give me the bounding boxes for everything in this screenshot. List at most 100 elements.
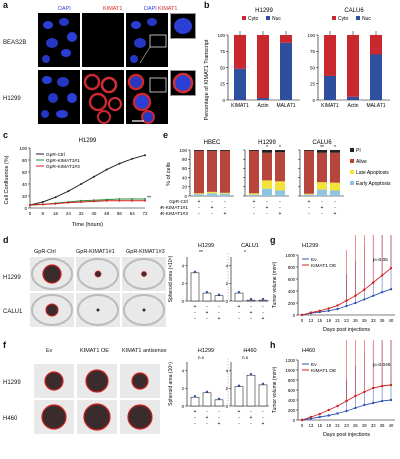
c-xtick-label: 48 bbox=[104, 211, 110, 216]
sph-bar bbox=[190, 272, 200, 302]
tv-pval: p=0.05 bbox=[373, 257, 388, 263]
tv-xtick-label: 29 bbox=[362, 318, 367, 323]
e-sign: - bbox=[253, 205, 255, 211]
e-sign: - bbox=[198, 205, 200, 211]
tv-point bbox=[345, 299, 348, 302]
c-xtick-label: 24 bbox=[66, 211, 72, 216]
sph-ytick-label: 4 bbox=[226, 264, 229, 269]
chart-f: Spheroid area (10⁵)H1299024+---+---+H460… bbox=[168, 348, 269, 427]
b-category-label: Actin bbox=[257, 103, 268, 109]
c-point bbox=[92, 200, 95, 203]
sph-sign: + bbox=[194, 409, 197, 415]
sph-group-title: CALU1 bbox=[241, 243, 259, 249]
f-col-label-antisense: KIMAT1 antisense bbox=[122, 348, 167, 354]
sph-sign: + bbox=[206, 310, 209, 316]
b-ytick-label: 0 bbox=[312, 98, 315, 103]
col-label-dapi: DAPI bbox=[58, 6, 71, 12]
sph-sign: - bbox=[262, 409, 264, 415]
c-point bbox=[54, 196, 57, 199]
panel-a-letter: a bbox=[3, 0, 9, 10]
sph-ylabel: Spheroid area (×10⁵) bbox=[168, 255, 174, 302]
e-sign: - bbox=[279, 205, 281, 211]
tv-point bbox=[327, 414, 330, 417]
sph-sign: - bbox=[206, 304, 208, 310]
micrograph-beas2b-merge bbox=[126, 13, 168, 67]
e-bar-segment bbox=[194, 150, 204, 151]
e-ytick-label: 20 bbox=[182, 185, 188, 190]
sph-bar bbox=[258, 384, 268, 407]
e-sign: - bbox=[279, 199, 281, 205]
chart-b: Percentage of KIMAT1 Transcript H1299 Cyto… bbox=[204, 8, 390, 120]
e-bar-segment bbox=[220, 193, 230, 196]
b-bar-cyto bbox=[280, 35, 292, 43]
tv-pval: p=0.046 bbox=[373, 362, 391, 368]
tv-xtick-label: 40 bbox=[389, 318, 394, 323]
spheroid-calu1-kimat1-1 bbox=[76, 293, 120, 327]
c-point bbox=[144, 198, 146, 200]
sph-point bbox=[249, 297, 253, 301]
tv-point bbox=[336, 404, 339, 408]
e-sign: - bbox=[266, 211, 268, 217]
e-bar-segment bbox=[317, 150, 327, 153]
tv-xtick-label: 40 bbox=[389, 423, 394, 428]
c-point bbox=[131, 198, 134, 200]
sph-group-title: H1299 bbox=[198, 348, 214, 354]
c-ytick-label: 100 bbox=[19, 146, 27, 151]
e-legend-label: Early Apoptosis bbox=[356, 181, 391, 187]
f-row-label-h1299: H1299 bbox=[3, 380, 21, 386]
micrograph-h1299-zoom bbox=[170, 70, 196, 96]
sph-sign: + bbox=[238, 409, 241, 415]
sph-point bbox=[217, 397, 221, 401]
c-legend-label: GpR-Ctrl bbox=[46, 152, 65, 158]
tv-point bbox=[300, 313, 304, 317]
c-ytick-label: 60 bbox=[22, 170, 28, 175]
e-bar-segment bbox=[249, 193, 259, 195]
e-sig: * bbox=[279, 145, 281, 151]
e-ytick-label: 40 bbox=[182, 175, 188, 180]
tv-xtick-label: 13 bbox=[309, 423, 314, 428]
b-ytick-label: 50 bbox=[310, 65, 316, 70]
e-bar-segment bbox=[262, 188, 272, 196]
spheroid-calu1-kimat1-3 bbox=[122, 293, 166, 327]
c-point bbox=[118, 162, 121, 165]
e-sign: - bbox=[211, 199, 213, 205]
panel-d: d GpR-Ctrl GpR-KIMAT1#1 GpR-KIMAT1#3 H12… bbox=[0, 235, 270, 335]
panel-c-letter: c bbox=[3, 130, 9, 140]
e-sign: - bbox=[253, 211, 255, 217]
sph-ylabel: Spheroid area (10⁵) bbox=[168, 362, 174, 406]
tv-point bbox=[318, 412, 321, 416]
tv-xtick-label: 19 bbox=[326, 423, 331, 428]
tv-legend-label: Ev bbox=[311, 362, 317, 368]
e-sig: * bbox=[266, 145, 268, 151]
sph-sign: + bbox=[206, 415, 209, 421]
tv-ytick-label: 400 bbox=[288, 398, 296, 403]
spheroid-h1299-kimat1-3 bbox=[122, 257, 166, 291]
sph-sign: - bbox=[194, 316, 196, 322]
sph-point bbox=[249, 373, 253, 376]
tv-xtick-label: 0 bbox=[301, 318, 304, 323]
d-col-label-kimat1-1: GpR-KIMAT1#1 bbox=[76, 249, 115, 255]
b-ytick-label: 50 bbox=[220, 65, 226, 70]
b-bar-nuc bbox=[347, 96, 359, 100]
micrograph-h1299-merge bbox=[126, 70, 168, 124]
sph-sign: + bbox=[194, 304, 197, 310]
tv-point bbox=[327, 309, 330, 312]
e-sign: + bbox=[253, 199, 256, 205]
e-sign: - bbox=[224, 199, 226, 205]
e-row-label: GpR-KIMAT1#3 bbox=[160, 211, 188, 217]
sph-sign: - bbox=[194, 415, 196, 421]
b-bar-nuc bbox=[257, 98, 269, 100]
e-bar-segment bbox=[304, 150, 314, 151]
sph-sign: - bbox=[218, 310, 220, 316]
e-sign: + bbox=[198, 199, 201, 205]
c-ytick-label: 80 bbox=[22, 158, 28, 163]
sph-ytick-label: 2 bbox=[182, 386, 185, 391]
sph-sign: + bbox=[218, 316, 221, 322]
e-legend-swatch bbox=[350, 159, 354, 163]
b-bar-nuc bbox=[280, 42, 292, 100]
e-bar-segment bbox=[317, 189, 327, 196]
tv-point bbox=[300, 418, 304, 422]
spheroid-f-h460-oe bbox=[77, 400, 117, 434]
tv-xtick-label: 26 bbox=[353, 318, 358, 323]
e-legend-swatch bbox=[350, 148, 354, 152]
